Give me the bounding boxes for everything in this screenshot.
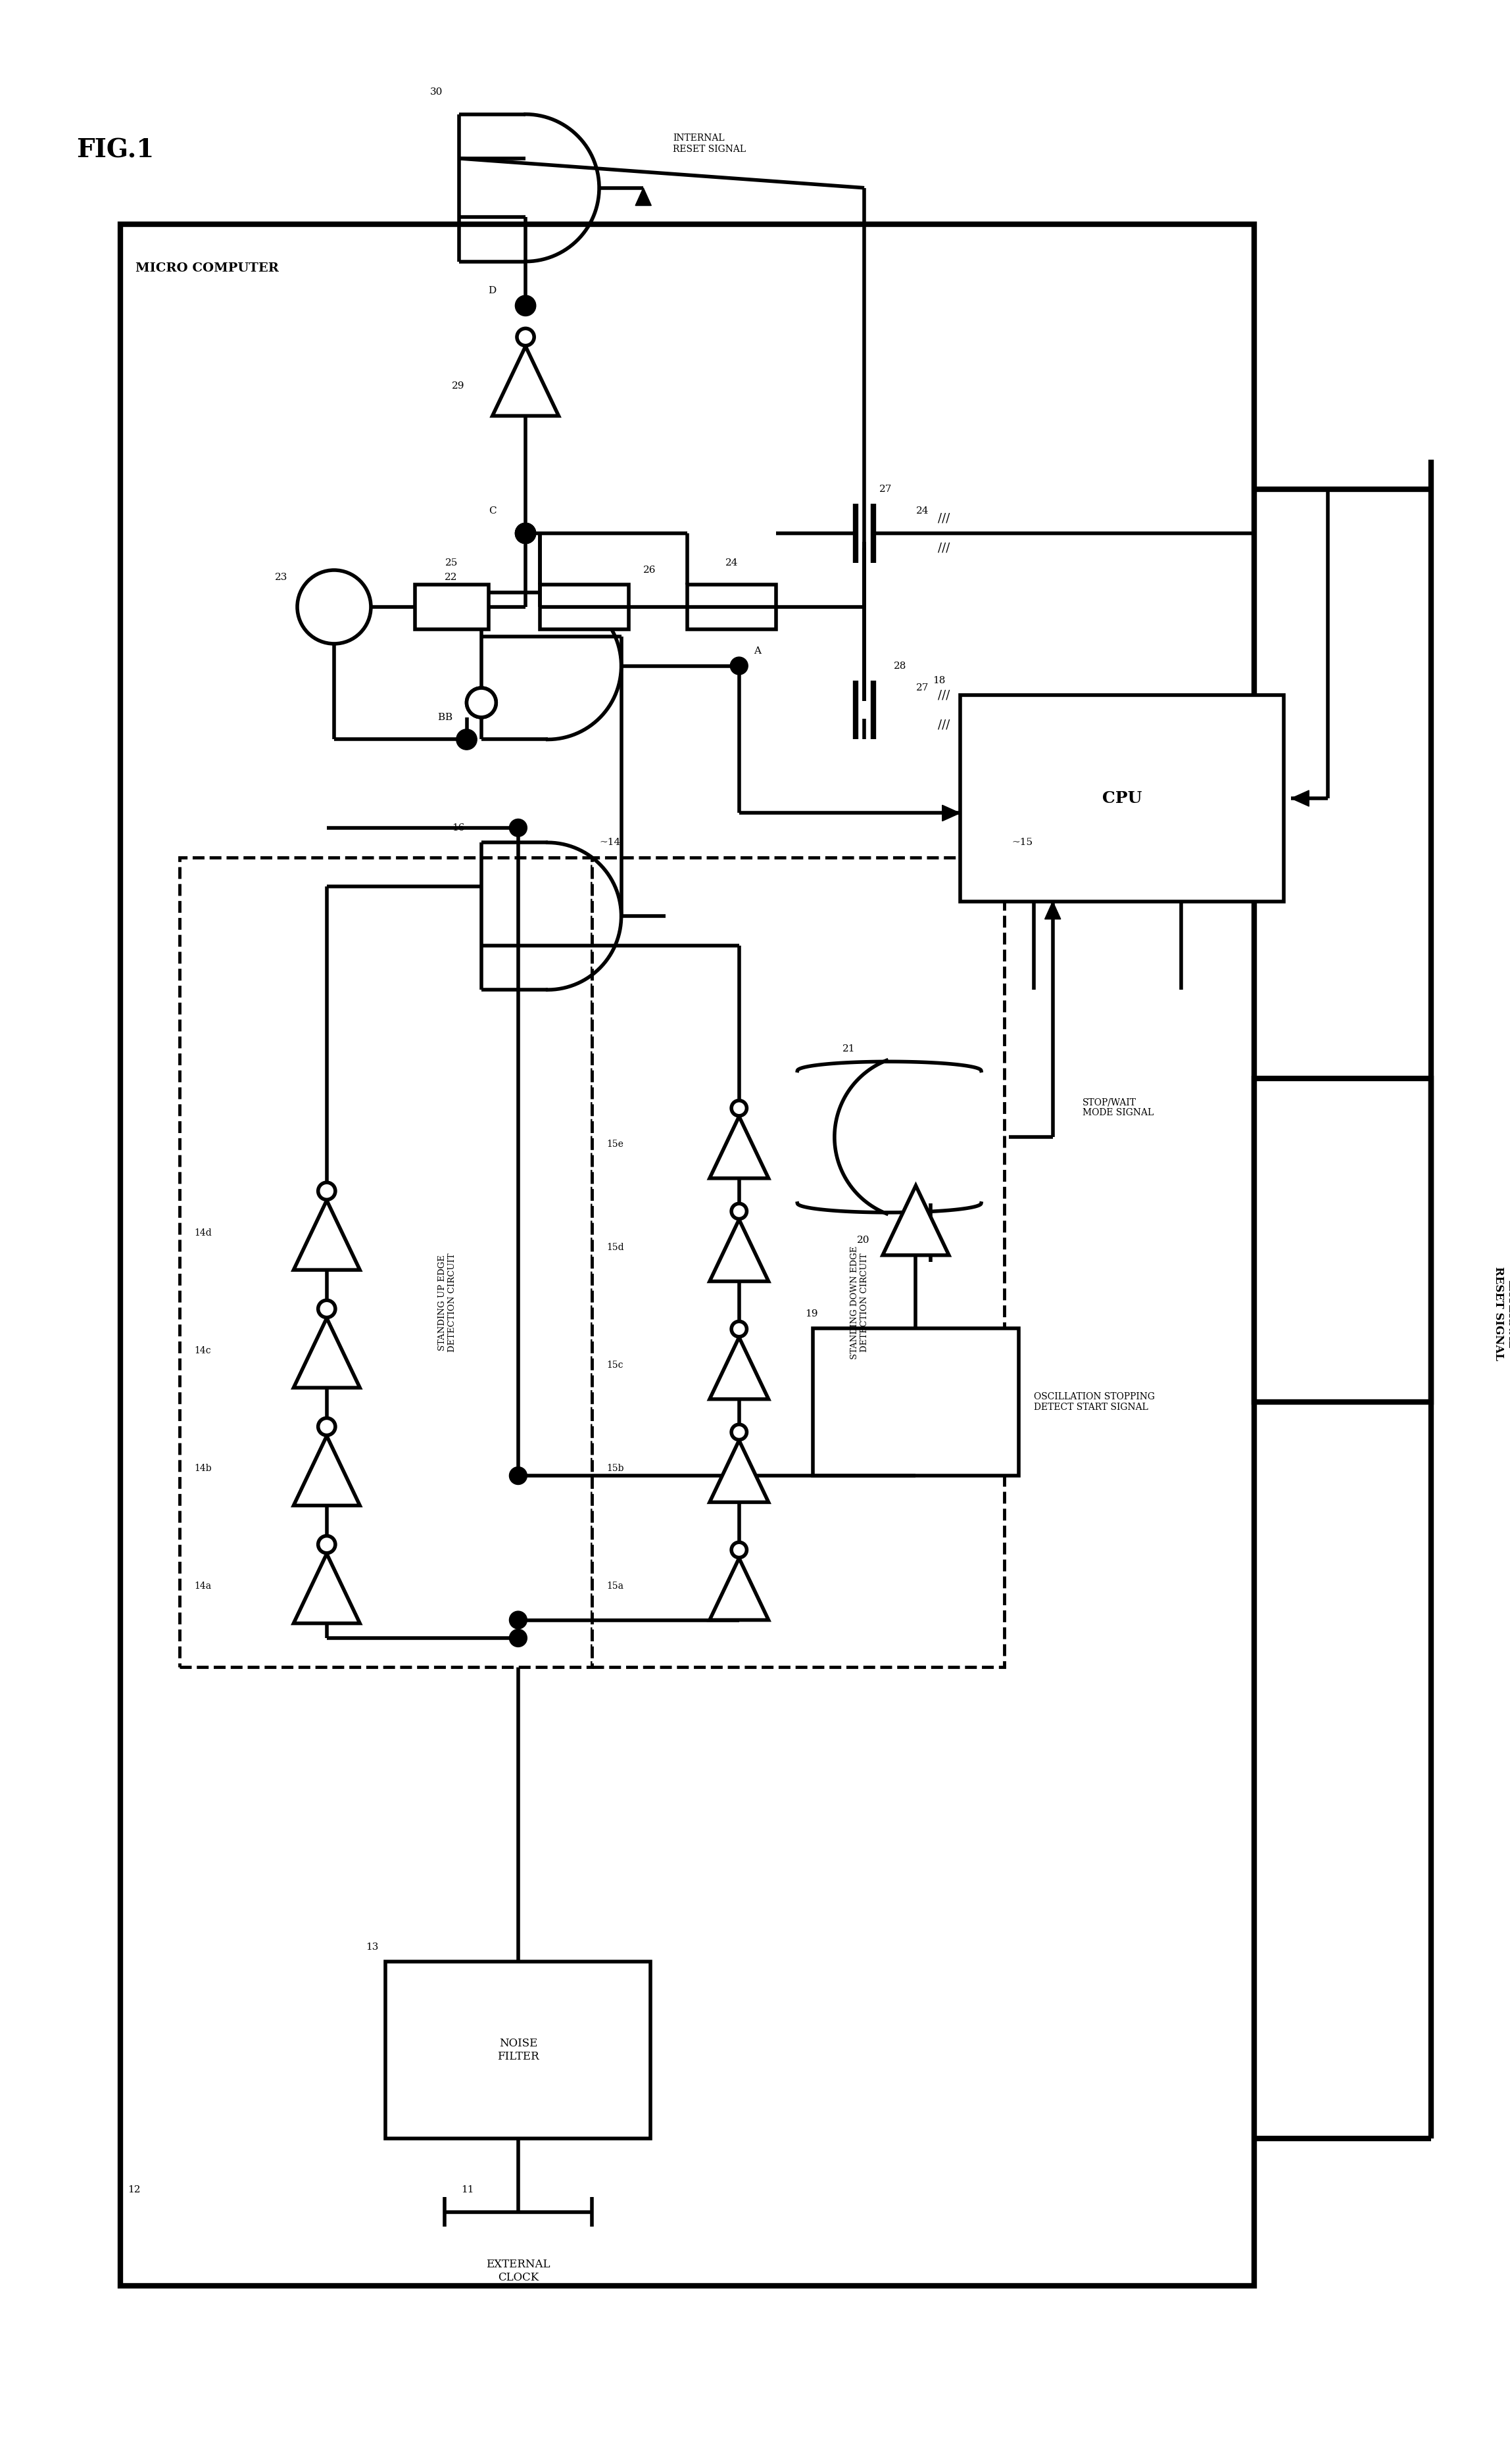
Text: 25: 25 xyxy=(445,559,458,567)
Text: 27: 27 xyxy=(915,683,929,692)
Circle shape xyxy=(515,522,536,545)
Circle shape xyxy=(319,1183,335,1200)
Circle shape xyxy=(319,1419,335,1434)
Text: A: A xyxy=(753,646,761,655)
Text: 15d: 15d xyxy=(607,1242,624,1252)
Polygon shape xyxy=(492,347,559,416)
Circle shape xyxy=(731,1542,747,1557)
Bar xyxy=(385,1961,651,2139)
Circle shape xyxy=(297,569,371,643)
Bar xyxy=(121,224,1255,2287)
Text: 22: 22 xyxy=(444,572,458,582)
Text: 14b: 14b xyxy=(195,1464,211,1473)
Circle shape xyxy=(467,687,497,717)
Text: 15b: 15b xyxy=(607,1464,624,1473)
Circle shape xyxy=(509,1466,527,1483)
Bar xyxy=(415,584,489,628)
Text: 15e: 15e xyxy=(607,1141,624,1148)
Text: 19: 19 xyxy=(805,1308,818,1318)
Polygon shape xyxy=(293,1200,359,1269)
Bar xyxy=(687,584,776,628)
Polygon shape xyxy=(293,1318,359,1387)
Text: 23: 23 xyxy=(275,572,288,582)
Text: 28: 28 xyxy=(894,660,906,670)
Circle shape xyxy=(516,525,535,542)
Text: EXTERNAL
CLOCK: EXTERNAL CLOCK xyxy=(486,2259,550,2282)
Text: 14a: 14a xyxy=(195,1582,211,1592)
Polygon shape xyxy=(636,187,651,205)
Text: C: C xyxy=(488,508,497,515)
Text: MICRO COMPUTER: MICRO COMPUTER xyxy=(136,261,278,274)
Text: 26: 26 xyxy=(643,567,657,574)
Polygon shape xyxy=(883,1185,948,1254)
Text: CPU: CPU xyxy=(1102,791,1142,806)
Text: ///: /// xyxy=(938,542,950,554)
Polygon shape xyxy=(710,1557,769,1619)
Text: ///: /// xyxy=(938,690,950,702)
Text: INTERNAL
RESET SIGNAL: INTERNAL RESET SIGNAL xyxy=(673,133,746,153)
Bar xyxy=(812,1328,1019,1476)
Text: STANDING UP EDGE
DETECTION CIRCUIT: STANDING UP EDGE DETECTION CIRCUIT xyxy=(438,1254,456,1353)
Text: NOISE
FILTER: NOISE FILTER xyxy=(497,2038,539,2062)
Polygon shape xyxy=(710,1220,769,1281)
Text: 16: 16 xyxy=(451,823,465,833)
Text: 24: 24 xyxy=(725,559,738,567)
Text: 14c: 14c xyxy=(195,1345,211,1355)
Circle shape xyxy=(516,328,535,345)
Text: 27: 27 xyxy=(879,485,892,493)
Bar xyxy=(592,857,1004,1668)
Polygon shape xyxy=(710,1441,769,1503)
Text: 15c: 15c xyxy=(607,1360,624,1370)
Circle shape xyxy=(731,1424,747,1439)
Text: 14d: 14d xyxy=(195,1227,211,1237)
Circle shape xyxy=(731,1321,747,1335)
Polygon shape xyxy=(293,1437,359,1506)
Text: FIG.1: FIG.1 xyxy=(77,138,154,163)
Circle shape xyxy=(515,522,536,545)
Text: ~14: ~14 xyxy=(599,838,621,848)
Text: 24: 24 xyxy=(915,508,929,515)
Polygon shape xyxy=(942,806,960,821)
Bar xyxy=(1255,1079,1431,1402)
Circle shape xyxy=(731,1202,747,1220)
Circle shape xyxy=(456,729,477,749)
Text: 13: 13 xyxy=(365,1942,379,1951)
Text: 15a: 15a xyxy=(607,1582,624,1592)
Text: 12: 12 xyxy=(128,2186,140,2195)
Text: OSCILLATION STOPPING
DETECT START SIGNAL: OSCILLATION STOPPING DETECT START SIGNAL xyxy=(1033,1392,1155,1412)
Circle shape xyxy=(731,1101,747,1116)
Circle shape xyxy=(509,818,527,838)
Circle shape xyxy=(509,1629,527,1646)
Circle shape xyxy=(515,296,536,315)
Polygon shape xyxy=(710,1116,769,1178)
Text: D: D xyxy=(488,286,497,296)
Circle shape xyxy=(731,658,747,675)
Text: 20: 20 xyxy=(856,1234,870,1244)
Circle shape xyxy=(467,687,497,717)
Circle shape xyxy=(509,1611,527,1629)
Bar xyxy=(180,857,592,1668)
Text: ///: /// xyxy=(938,719,950,732)
Text: ///: /// xyxy=(938,513,950,525)
Text: EXTERNAL
RESET SIGNAL: EXTERNAL RESET SIGNAL xyxy=(1493,1266,1510,1360)
Polygon shape xyxy=(1291,791,1309,806)
Text: STANDING DOWN EDGE
DETECTION CIRCUIT: STANDING DOWN EDGE DETECTION CIRCUIT xyxy=(850,1247,870,1360)
Text: ~15: ~15 xyxy=(1012,838,1033,848)
Circle shape xyxy=(319,1535,335,1552)
Text: 29: 29 xyxy=(451,382,465,392)
Polygon shape xyxy=(1045,902,1060,919)
Text: 30: 30 xyxy=(430,89,442,96)
Text: STOP/WAIT
MODE SIGNAL: STOP/WAIT MODE SIGNAL xyxy=(1083,1096,1154,1119)
Polygon shape xyxy=(710,1338,769,1400)
Text: B: B xyxy=(438,712,444,722)
Bar xyxy=(541,584,628,628)
Polygon shape xyxy=(293,1555,359,1624)
Text: 21: 21 xyxy=(843,1045,855,1052)
Text: 11: 11 xyxy=(461,2186,474,2195)
Circle shape xyxy=(319,1301,335,1318)
Bar xyxy=(960,695,1284,902)
Text: 18: 18 xyxy=(933,675,945,685)
Text: B: B xyxy=(444,712,451,722)
